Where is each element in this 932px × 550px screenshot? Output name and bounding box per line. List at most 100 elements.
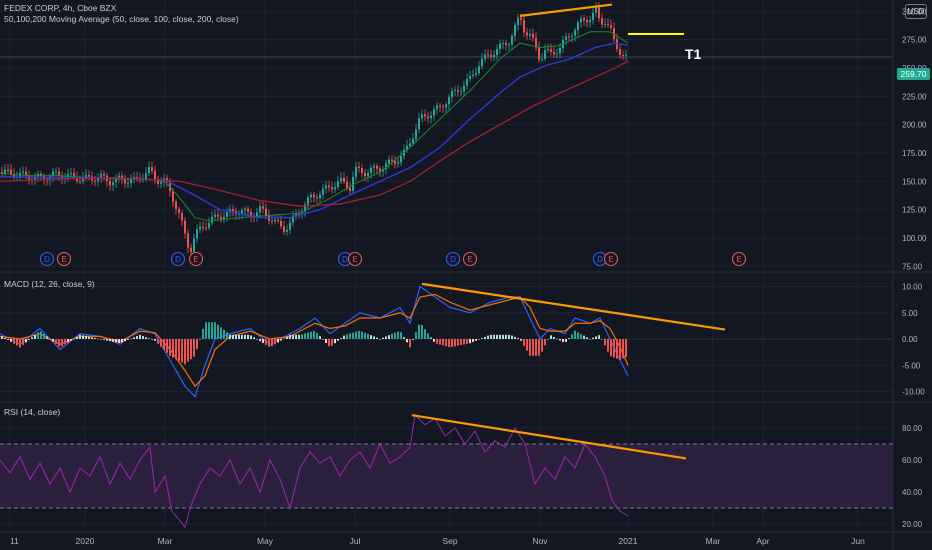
macd-histogram-bar	[481, 338, 483, 339]
candle-body	[265, 208, 267, 216]
macd-histogram-bar	[190, 339, 192, 360]
rsi-band-fill	[0, 444, 893, 508]
last-price-tag: 259.70	[897, 68, 930, 80]
macd-histogram-bar	[88, 336, 90, 339]
candle-body	[460, 91, 462, 93]
macd-histogram-bar	[496, 334, 498, 339]
candle-body	[334, 187, 336, 190]
macd-label[interactable]: MACD (12, 26, close, 9)	[4, 279, 95, 289]
macd-histogram-bar	[172, 339, 174, 358]
candle-body	[232, 209, 234, 212]
candle-body	[424, 114, 426, 117]
candle-body	[400, 156, 402, 163]
macd-histogram-bar	[502, 334, 504, 339]
y-tick-label: -5.00	[902, 361, 921, 370]
macd-histogram-bar	[553, 337, 555, 339]
candle-body	[484, 54, 486, 59]
macd-histogram-bar	[58, 339, 60, 347]
earnings-marker	[188, 251, 204, 267]
candle-body	[478, 66, 480, 73]
candle-body	[97, 177, 99, 182]
macd-histogram-bar	[79, 334, 81, 339]
macd-histogram-bar	[106, 339, 108, 341]
macd-histogram-bar	[364, 332, 366, 339]
macd-histogram-bar	[193, 339, 195, 357]
candle-body	[262, 206, 264, 209]
macd-histogram-bar	[145, 337, 147, 339]
candle-body	[217, 214, 219, 217]
candle-body	[454, 89, 456, 91]
candle-body	[340, 177, 342, 182]
macd-histogram-bar	[286, 336, 288, 339]
macd-histogram-bar	[544, 339, 546, 346]
marker-letter: E	[193, 255, 198, 264]
y-tick-label: 5.00	[902, 309, 918, 318]
rsi-trendline	[411, 414, 687, 460]
candle-body	[502, 43, 504, 45]
macd-histogram-bar	[589, 339, 591, 340]
macd-histogram-bar	[463, 339, 465, 345]
macd-histogram-bar	[424, 329, 426, 339]
candle-body	[451, 90, 453, 98]
candle-body	[535, 37, 537, 48]
candle-body	[208, 222, 210, 228]
price-trendline	[519, 3, 613, 17]
macd-trendline	[421, 282, 726, 331]
candle-body	[166, 178, 168, 182]
macd-histogram-bar	[559, 339, 561, 341]
y-tick-label: 75.00	[902, 262, 923, 271]
y-tick-label: 10.00	[902, 283, 923, 292]
candle-body	[487, 54, 489, 56]
candle-body	[544, 49, 546, 59]
ma-indicator-label[interactable]: 50,100,200 Moving Average (50, close, 10…	[4, 14, 239, 24]
candle-body	[148, 167, 150, 174]
candle-body	[373, 165, 375, 168]
candle-body	[175, 201, 177, 209]
candle-body	[4, 169, 6, 174]
macd-histogram-bar	[253, 337, 255, 339]
y-tick-label: 175.00	[902, 149, 927, 158]
candle-body	[88, 174, 90, 177]
candle-body	[457, 89, 459, 92]
candle-body	[310, 194, 312, 198]
macd-histogram-bar	[91, 337, 93, 339]
macd-histogram-bar	[556, 338, 558, 340]
macd-histogram-bar	[508, 334, 510, 339]
y-tick-label: 100.00	[902, 234, 927, 243]
y-tick-label: 0.00	[902, 335, 918, 344]
macd-histogram-bar	[208, 322, 210, 339]
rsi-label[interactable]: RSI (14, close)	[4, 407, 61, 417]
macd-histogram-bar	[376, 337, 378, 339]
macd-histogram-bar	[478, 339, 480, 340]
candle-body	[130, 179, 132, 184]
macd-histogram-bar	[397, 331, 399, 339]
macd-histogram-bar	[415, 332, 417, 339]
candle-body	[277, 219, 279, 221]
macd-histogram-bar	[250, 335, 252, 339]
macd-histogram-bar	[304, 333, 306, 339]
candle-body	[118, 175, 120, 178]
macd-histogram-bar	[214, 322, 216, 339]
currency-badge[interactable]: USD	[905, 4, 927, 19]
marker-letter: D	[450, 255, 456, 264]
candle-body	[328, 185, 330, 188]
macd-histogram-bar	[73, 338, 75, 340]
macd-histogram-bar	[580, 333, 582, 339]
x-tick-label: Mar	[158, 536, 173, 546]
macd-histogram-bar	[445, 339, 447, 347]
macd-histogram-bar	[127, 339, 129, 340]
candle-body	[406, 145, 408, 151]
macd-histogram-bar	[403, 337, 405, 339]
macd-histogram-bar	[154, 339, 156, 341]
macd-histogram-bar	[562, 339, 564, 343]
candle-body	[421, 114, 423, 119]
tick-labels: 75.00 100.00 125.00 150.00 175.00 200.00 225.0…	[10, 7, 927, 546]
macd-histogram-bar	[547, 339, 549, 340]
macd-histogram-bar	[97, 338, 99, 340]
macd-histogram-bar	[367, 333, 369, 339]
candle-body	[403, 150, 405, 157]
x-tick-label: 2021	[619, 536, 638, 546]
macd-histogram-bar	[448, 339, 450, 348]
candle-body	[343, 177, 345, 182]
candle-body	[463, 85, 465, 92]
